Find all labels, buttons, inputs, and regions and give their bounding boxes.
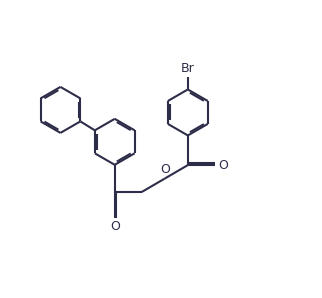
Text: Br: Br — [181, 63, 195, 75]
Text: O: O — [160, 163, 170, 176]
Text: O: O — [218, 159, 228, 172]
Text: O: O — [110, 220, 120, 233]
